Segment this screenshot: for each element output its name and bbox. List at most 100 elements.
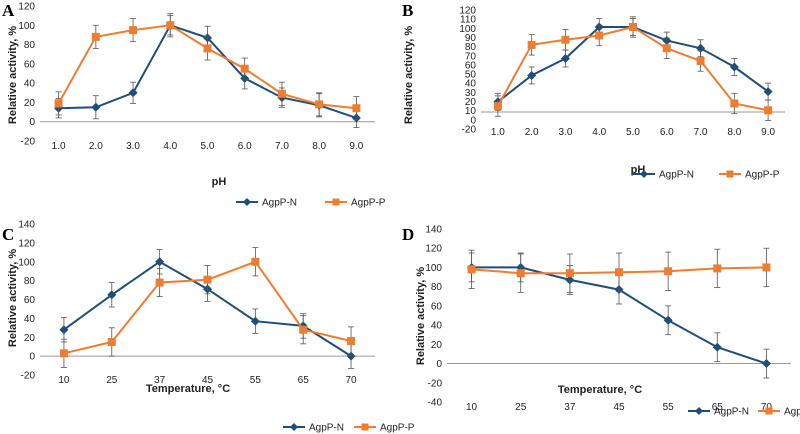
legend-marker-agpp-p [332,198,340,206]
panel-letter: C [2,225,14,244]
y-axis-label: Relative activity, % [7,249,19,347]
point-agpp-n [128,88,138,98]
y-tick-label: 140 [18,220,35,231]
x-tick-label: 55 [663,402,675,413]
y-tick-label: 0 [470,115,476,126]
y-tick-label: -20 [462,125,477,136]
point-agpp-p [615,268,623,277]
x-tick-label: 10 [58,375,70,386]
point-agpp-p [713,264,722,273]
x-tick-label: 25 [106,375,118,386]
x-tick-label: 55 [250,375,262,386]
x-tick-label: 3.0 [126,141,140,152]
point-agpp-p [764,106,773,115]
x-tick-label: 37 [564,402,576,413]
x-tick-label: 65 [298,375,310,386]
point-agpp-n [663,315,673,325]
x-tick-label: 2.0 [525,127,539,138]
y-tick-label: 100 [18,21,35,32]
point-agpp-p [561,35,570,44]
legend-label-agpp-n: AgpP-N [659,170,694,181]
y-tick-label: 60 [465,60,477,71]
point-agpp-p [203,44,212,53]
x-tick-label: 5.0 [201,141,215,152]
y-tick-label: 120 [459,6,476,17]
y-tick-label: 40 [431,321,443,332]
point-agpp-p [664,267,673,276]
y-tick-label: 120 [18,2,35,13]
point-agpp-n [761,359,771,369]
y-tick-label: -40 [428,398,443,409]
panel-letter: D [402,225,414,244]
legend-label-agpp-p: AgpP-P [351,198,386,209]
point-agpp-n [250,316,260,326]
point-agpp-p [762,263,771,272]
point-agpp-p [467,265,476,274]
legend-label-agpp-n: AgpP-N [262,198,297,209]
y-tick-label: 70 [465,51,477,62]
point-agpp-p [565,269,574,278]
point-agpp-p [352,104,361,113]
x-tick-label: 1.0 [491,127,505,138]
point-agpp-n [763,87,773,97]
point-agpp-p [730,99,739,108]
x-tick-label: 9.0 [349,141,363,152]
y-tick-label: 0 [29,117,35,128]
x-tick-label: 65 [712,402,724,413]
legend-marker-agpp-p [765,407,773,415]
point-agpp-p [347,337,356,346]
y-tick-label: 60 [24,59,36,70]
panel-letter: A [2,1,15,20]
point-agpp-p [59,349,68,358]
y-axis-label: Relative activity, % [7,26,19,124]
y-tick-label: 20 [24,333,36,344]
legend-label-agpp-p: AgpP-P [784,407,800,418]
point-agpp-n [155,257,165,267]
y-tick-label: 80 [465,42,477,53]
y-tick-label: 80 [24,40,36,51]
x-tick-label: 4.0 [592,127,606,138]
legend-label-agpp-n: AgpP-N [714,407,749,418]
y-tick-label: 110 [460,15,476,26]
point-agpp-n [729,62,739,72]
legend-marker-agpp-p [361,423,369,431]
y-tick-label: 50 [465,70,477,81]
x-tick-label: 37 [154,375,166,386]
y-tick-label: -20 [428,378,443,389]
y-tick-label: 40 [24,314,36,325]
legend-marker-agpp-n [640,170,648,178]
point-agpp-p [203,275,212,284]
x-tick-label: 3.0 [558,127,572,138]
point-agpp-n [527,70,537,80]
x-tick-label: 45 [202,375,214,386]
y-tick-label: 0 [29,352,35,363]
point-agpp-p [315,100,324,109]
point-agpp-n [346,351,356,361]
point-agpp-p [516,269,525,278]
point-agpp-p [662,44,671,53]
point-agpp-n [59,325,69,335]
y-tick-label: 100 [459,24,476,35]
x-tick-label: 7.0 [275,141,289,152]
point-agpp-p [129,26,138,35]
x-tick-label: 1.0 [52,141,66,152]
point-agpp-n [107,290,117,300]
y-tick-label: 100 [18,257,35,268]
x-tick-label: 45 [613,402,625,413]
y-tick-label: 0 [436,359,442,370]
x-axis-label: pH [212,176,227,188]
y-tick-label: 100 [425,263,442,274]
x-tick-label: 8.0 [312,141,326,152]
point-agpp-p [107,337,116,346]
x-tick-label: 6.0 [660,127,674,138]
legend-marker-agpp-n [243,198,251,206]
legend-label-agpp-n: AgpP-N [309,423,344,434]
point-agpp-p [299,325,308,334]
y-tick-label: 120 [425,244,442,255]
point-agpp-p [91,32,100,41]
y-tick-label: 90 [465,33,477,44]
legend-marker-agpp-n [695,407,703,415]
chart-panel-c: C -20 0 20 40 60 80 100 120 140 10 25 37 45 55 65 70 Rela… [2,220,415,434]
point-agpp-p [240,64,249,73]
x-tick-label: 6.0 [238,141,252,152]
